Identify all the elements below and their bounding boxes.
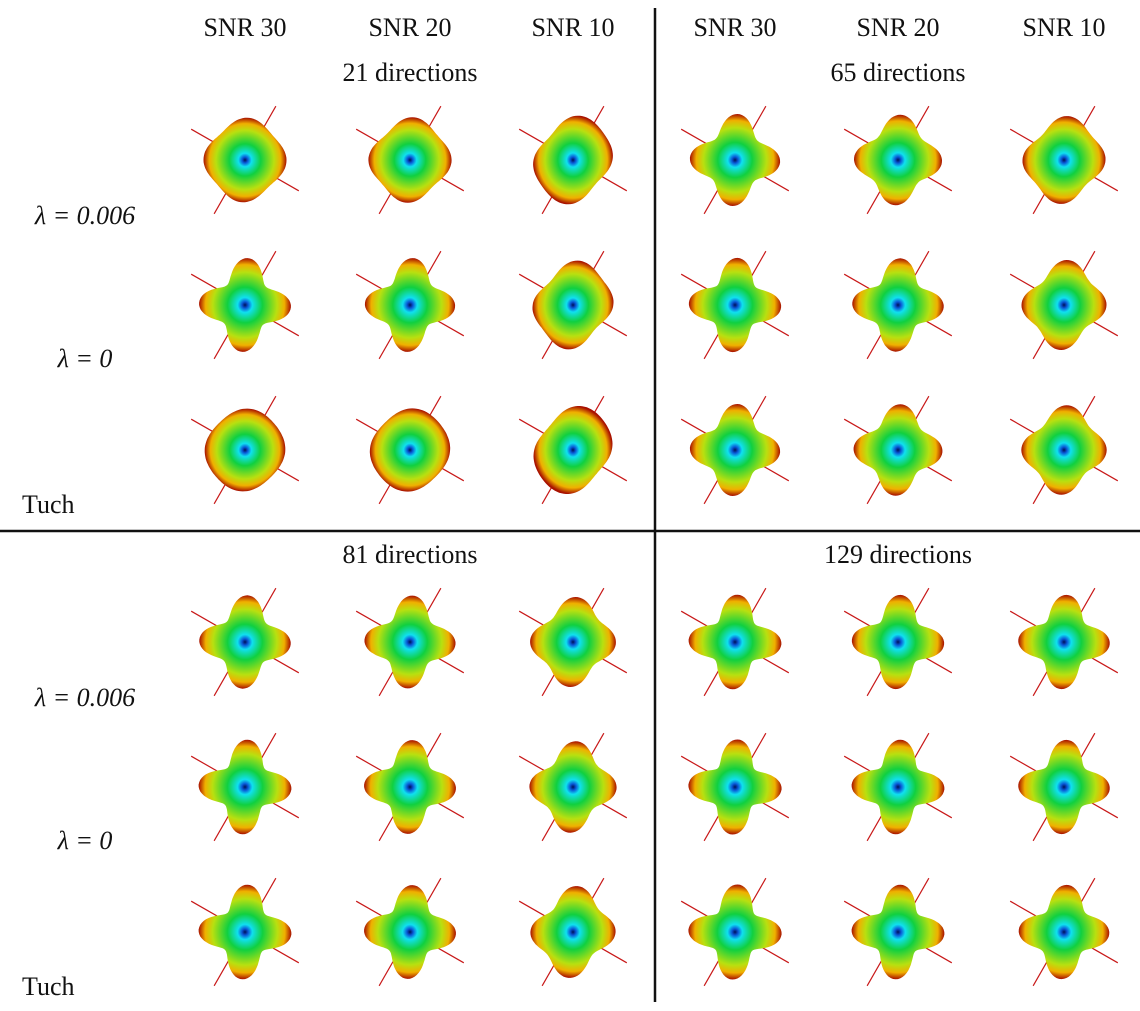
odf-surface: [533, 115, 613, 205]
odf-glyph: [355, 732, 465, 842]
column-header: SNR 20: [368, 13, 451, 42]
odf-glyph: [190, 587, 300, 697]
odf-surface: [364, 595, 456, 689]
odf-surface: [689, 114, 781, 206]
odf-glyph: [843, 877, 953, 987]
odf-glyph: [843, 105, 953, 215]
odf-glyph: [190, 877, 300, 987]
odf-surface: [532, 260, 614, 350]
odf-surface: [853, 404, 943, 496]
odf-glyph: [680, 587, 790, 697]
odf-surface: [530, 597, 616, 687]
odf-surface: [364, 740, 456, 834]
odf-surface: [203, 117, 287, 203]
odf-surface: [851, 594, 945, 690]
odf-surface: [364, 885, 456, 979]
panel-title: 21 directions: [342, 58, 477, 87]
odf-glyph: [518, 105, 628, 215]
odf-surface: [688, 884, 782, 980]
odf-glyph: [680, 877, 790, 987]
odf-surface: [529, 741, 617, 833]
row-label: λ = 0: [57, 826, 113, 855]
odf-glyph: [190, 395, 300, 505]
panel-title: 129 directions: [824, 540, 972, 569]
odf-glyph: [518, 587, 628, 697]
odf-glyph: [843, 395, 953, 505]
panel-title: 65 directions: [830, 58, 965, 87]
odf-glyph: [518, 395, 628, 505]
odf-surface: [199, 258, 291, 352]
odf-glyph: [190, 250, 300, 360]
odf-surface: [688, 257, 782, 353]
odf-glyph: [1009, 587, 1119, 697]
odf-surface: [369, 408, 451, 492]
odf-glyph: [355, 250, 465, 360]
odf-surface: [1021, 405, 1107, 495]
column-header: SNR 30: [203, 13, 286, 42]
odf-glyph: [518, 877, 628, 987]
odf-surface: [854, 114, 942, 206]
row-label: λ = 0.006: [34, 201, 135, 230]
odf-surface: [851, 884, 945, 980]
odf-glyph: [680, 732, 790, 842]
odf-glyph: [518, 250, 628, 360]
odf-glyph: [680, 250, 790, 360]
odf-glyph: [843, 250, 953, 360]
column-header: SNR 10: [1022, 13, 1105, 42]
column-header: SNR 10: [531, 13, 614, 42]
odf-surface: [689, 404, 781, 496]
odf-glyph: [1009, 877, 1119, 987]
odf-glyph: [190, 105, 300, 215]
odf-surface: [364, 258, 456, 352]
row-label: Tuch: [22, 972, 75, 1001]
odf-surface: [1018, 884, 1110, 980]
odf-glyph: [190, 732, 300, 842]
odf-glyph: [355, 395, 465, 505]
odf-glyph: [518, 732, 628, 842]
odf-surface: [1018, 739, 1110, 835]
odf-surface: [198, 884, 292, 980]
odf-surface: [199, 595, 291, 689]
panel-title: 81 directions: [342, 540, 477, 569]
odf-surface: [852, 258, 944, 352]
odf-surface: [688, 739, 782, 835]
column-header: SNR 20: [856, 13, 939, 42]
odf-glyph: [355, 587, 465, 697]
odf-glyph: [843, 587, 953, 697]
odf-glyph: [1009, 105, 1119, 215]
odf-glyph: [355, 105, 465, 215]
odf-glyph: [680, 105, 790, 215]
row-label: Tuch: [22, 490, 75, 519]
odf-surface: [368, 117, 452, 203]
column-header: SNR 30: [693, 13, 776, 42]
odf-surface: [851, 739, 945, 835]
odf-surface: [1021, 260, 1107, 350]
odf-surface: [530, 886, 616, 978]
odf-glyph: [680, 395, 790, 505]
odf-glyph: [1009, 732, 1119, 842]
odf-surface: [533, 406, 613, 494]
row-label: λ = 0: [57, 344, 113, 373]
odf-glyph: [1009, 395, 1119, 505]
odf-surface: [1018, 594, 1110, 690]
odf-surface: [198, 739, 292, 835]
odf-glyph: [355, 877, 465, 987]
odf-glyph: [1009, 250, 1119, 360]
odf-surface: [688, 594, 782, 690]
row-label: λ = 0.006: [34, 683, 135, 712]
odf-surface: [1022, 116, 1106, 204]
odf-glyph: [843, 732, 953, 842]
odf-surface: [204, 408, 286, 492]
